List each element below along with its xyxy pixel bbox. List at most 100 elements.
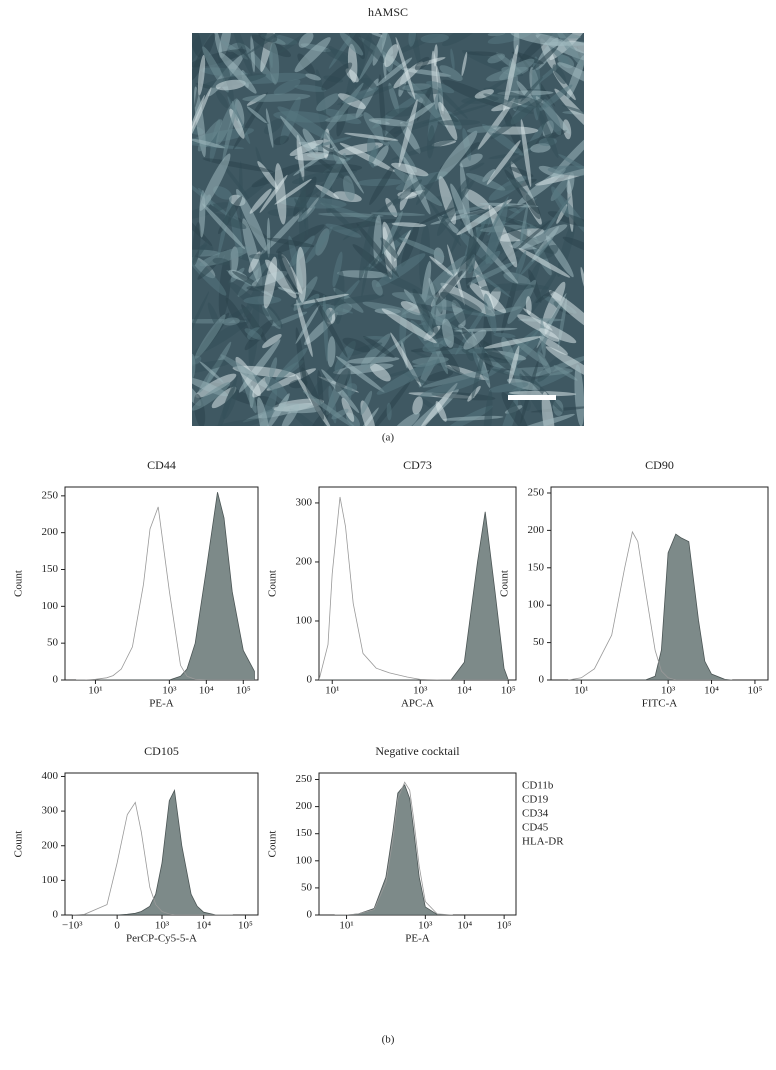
cell [408,33,417,47]
y-tick-label: 400 [42,770,59,782]
cell [192,291,209,356]
cell [530,284,549,290]
cell [302,390,358,426]
cell [244,268,269,318]
cell [525,296,532,315]
cell [347,356,400,364]
cell [242,93,311,102]
cell [558,153,584,176]
cell [339,142,395,172]
cell [412,396,423,415]
cell [465,51,501,56]
cell [487,33,506,37]
y-tick-label: 150 [528,561,545,573]
y-tick-label: 100 [296,854,313,866]
stained-histogram [76,492,255,680]
marker-label: CD19 [522,794,549,806]
cell [490,96,545,140]
cell [249,188,272,214]
cell [298,33,314,48]
cell [539,328,560,342]
cell [243,296,282,305]
cell [242,218,263,287]
cell [580,266,584,291]
cell [305,73,321,81]
cell [465,173,506,191]
x-tick-label: 10⁴ [457,685,472,697]
control-histogram [319,496,509,680]
cell [273,135,289,146]
cell [554,88,584,137]
cell [419,377,482,398]
x-tick-label: 10⁵ [238,920,253,932]
cell [516,224,568,250]
cell [415,255,467,306]
cell [499,58,535,81]
cell [375,253,426,287]
cell [438,343,461,373]
cell [241,43,277,84]
stained-histogram [568,533,733,680]
cell [487,53,505,64]
x-tick-label: 10⁵ [236,685,251,697]
cell [244,328,262,340]
cell [260,208,306,255]
cell [258,33,278,43]
cell [391,162,429,177]
cell [428,277,436,298]
cell [422,103,491,124]
cell [381,308,437,344]
cell [429,255,454,276]
cell [362,301,433,321]
cell [342,198,397,241]
cell [420,33,449,44]
stained-histogram [319,511,509,680]
cell [368,145,379,165]
cell [325,113,364,123]
micrograph [192,33,584,426]
x-tick-label: 10⁴ [457,920,472,932]
cell [411,356,449,365]
cell [482,390,493,426]
cell [369,363,391,382]
control-histogram [568,530,733,680]
cell [368,118,412,127]
y-tick-label: 300 [42,805,59,817]
plot-area [72,788,233,915]
cell [339,33,364,56]
cell [236,188,267,251]
y-tick-label: 150 [296,827,313,839]
cell [454,327,518,332]
cell [520,118,532,187]
cell [321,145,347,160]
y-axis-label: Count [267,831,279,858]
cell [257,397,271,426]
cell [214,375,238,426]
chart-title: CD73 [403,458,432,472]
cell [376,359,441,395]
cell [275,347,308,382]
cell [218,33,232,59]
cell [350,33,385,64]
cell [360,390,373,415]
cell [301,367,324,420]
cell [439,65,463,82]
cell [195,373,237,398]
x-tick-label: 10⁵ [497,920,512,932]
y-tick-label: 100 [42,600,59,612]
y-tick-label: 100 [528,599,545,611]
cell [414,56,430,71]
cell [266,393,290,426]
x-axis-label: PerCP-Cy5-5-A [126,933,197,945]
cell [369,164,395,205]
cell [266,217,271,258]
cell [344,132,399,141]
y-tick-label: 100 [296,615,313,627]
cell [192,359,234,376]
cell [509,413,575,426]
cell [466,125,502,133]
plot-area [319,496,509,680]
y-tick-label: 250 [528,487,545,499]
cell [561,105,584,120]
y-tick-label: 0 [307,674,313,686]
